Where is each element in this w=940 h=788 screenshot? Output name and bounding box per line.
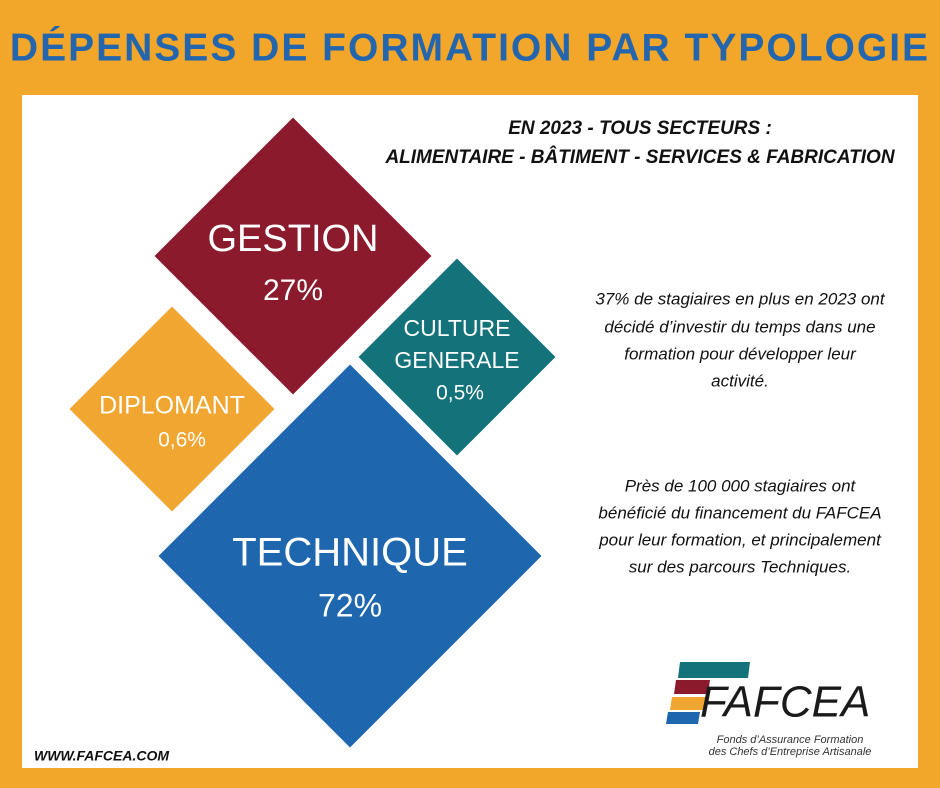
logo-stripe (666, 712, 700, 724)
logo-stripe (670, 697, 706, 710)
notes: 37% de stagiaires en plus en 2023 ont dé… (595, 289, 885, 576)
diamond-gestion (147, 110, 439, 402)
logo: FAFCEA Fonds d’Assurance Formation des C… (666, 662, 871, 758)
note-line: sur des parcours Techniques. (629, 557, 851, 576)
website: WWW.FAFCEA.COM (34, 748, 169, 764)
note-line: pour leur formation, et principalement (598, 530, 882, 549)
item-value: 0,6% (158, 429, 206, 452)
logo-tagline: Fonds d’Assurance Formation (717, 734, 864, 746)
item-value: 72% (318, 587, 382, 623)
logo-tagline: des Chefs d’Entreprise Artisanale (709, 746, 872, 758)
diamond-culture (351, 251, 563, 463)
item-label: DIPLOMANT (99, 392, 245, 420)
subtitle: ALIMENTAIRE - BÂTIMENT - SERVICES & FABR… (384, 146, 895, 168)
diamonds: GESTION 27% DIPLOMANT 0,6% CULTURE GENER… (62, 110, 563, 755)
diamond-diplomant (62, 299, 282, 519)
item-value: 0,5% (436, 382, 484, 405)
item-value: 27% (263, 274, 323, 307)
logo-name: FAFCEA (700, 678, 870, 727)
item-label: CULTURE (404, 315, 511, 341)
note-line: décidé d’investir du temps dans une (604, 317, 875, 336)
logo-stripe (678, 662, 750, 678)
note-line: bénéficié du financement du FAFCEA (598, 503, 881, 522)
item-label: GENERALE (394, 347, 519, 373)
logo-stripe (674, 680, 710, 694)
note-line: Près de 100 000 stagiaires ont (625, 476, 857, 495)
item-label: TECHNIQUE (232, 531, 468, 575)
item-label: GESTION (207, 218, 378, 260)
subtitle: EN 2023 - TOUS SECTEURS : (508, 118, 772, 139)
title: DÉPENSES DE FORMATION PAR TYPOLOGIE (10, 25, 930, 69)
note-line: activité. (711, 371, 769, 390)
diamond-technique (151, 357, 549, 755)
note-line: formation pour développer leur (624, 344, 857, 363)
note-line: 37% de stagiaires en plus en 2023 ont (595, 289, 885, 308)
